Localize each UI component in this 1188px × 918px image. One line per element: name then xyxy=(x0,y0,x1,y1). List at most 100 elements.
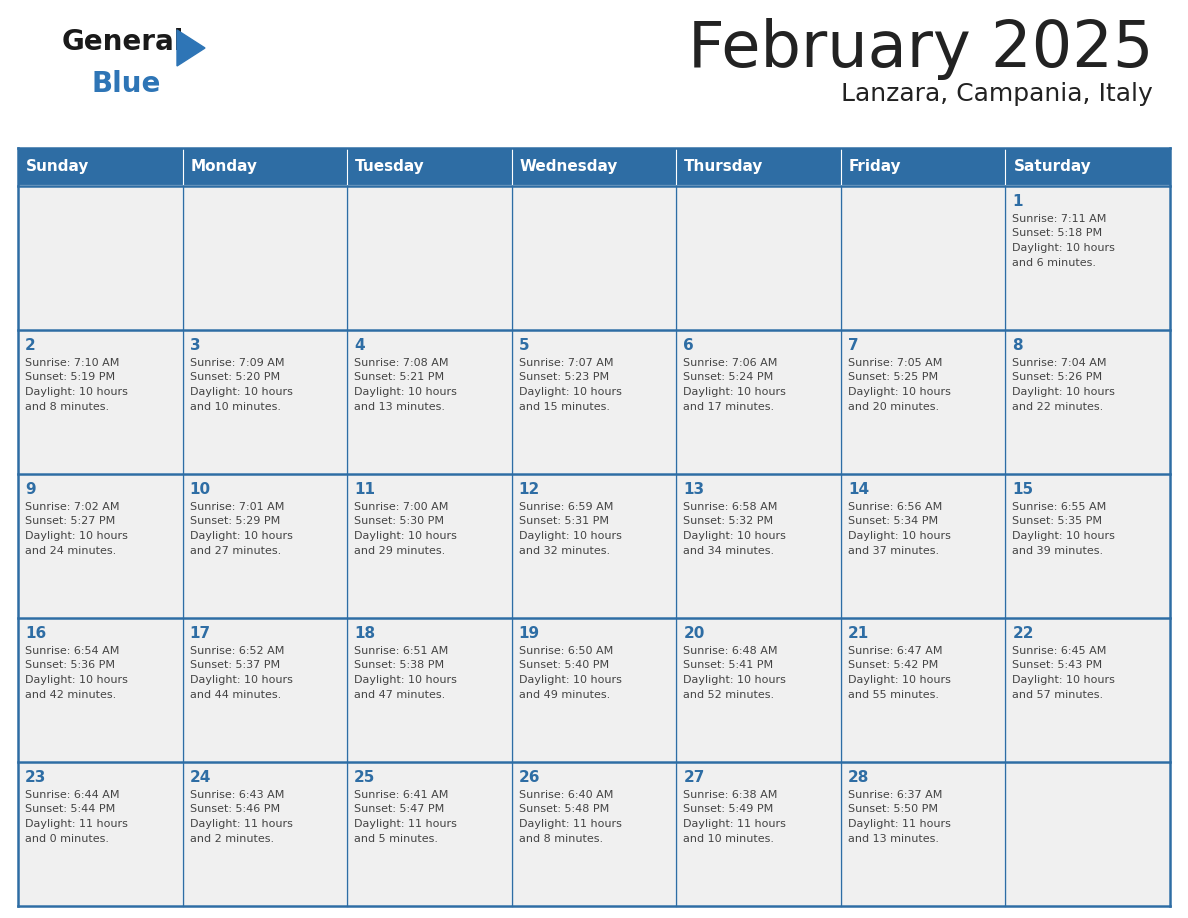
Bar xyxy=(1005,186,1170,330)
Text: Daylight: 10 hours: Daylight: 10 hours xyxy=(683,387,786,397)
Text: 2: 2 xyxy=(25,338,36,353)
Bar xyxy=(347,618,512,762)
Text: and 39 minutes.: and 39 minutes. xyxy=(1012,545,1104,555)
Text: Sunset: 5:40 PM: Sunset: 5:40 PM xyxy=(519,660,608,670)
Bar xyxy=(1005,618,1170,762)
Text: and 27 minutes.: and 27 minutes. xyxy=(190,545,280,555)
Bar xyxy=(512,618,676,762)
Text: 14: 14 xyxy=(848,482,868,497)
Text: Sunrise: 6:38 AM: Sunrise: 6:38 AM xyxy=(683,790,778,800)
Text: 12: 12 xyxy=(519,482,541,497)
Bar xyxy=(1005,330,1170,474)
Text: and 8 minutes.: and 8 minutes. xyxy=(25,401,109,411)
Text: Sunset: 5:44 PM: Sunset: 5:44 PM xyxy=(25,804,115,814)
Text: 4: 4 xyxy=(354,338,365,353)
Text: and 2 minutes.: and 2 minutes. xyxy=(190,834,273,844)
Text: Daylight: 10 hours: Daylight: 10 hours xyxy=(519,531,621,541)
Text: Daylight: 10 hours: Daylight: 10 hours xyxy=(519,387,621,397)
Bar xyxy=(18,148,183,186)
Text: and 13 minutes.: and 13 minutes. xyxy=(354,401,446,411)
Text: 26: 26 xyxy=(519,770,541,785)
Text: Sunset: 5:47 PM: Sunset: 5:47 PM xyxy=(354,804,444,814)
Bar xyxy=(512,148,676,186)
Text: Sunrise: 7:02 AM: Sunrise: 7:02 AM xyxy=(25,502,120,512)
Text: Sunset: 5:34 PM: Sunset: 5:34 PM xyxy=(848,517,939,527)
Text: Sunset: 5:24 PM: Sunset: 5:24 PM xyxy=(683,373,773,383)
Text: Sunset: 5:36 PM: Sunset: 5:36 PM xyxy=(25,660,115,670)
Text: Sunset: 5:38 PM: Sunset: 5:38 PM xyxy=(354,660,444,670)
Text: Daylight: 11 hours: Daylight: 11 hours xyxy=(190,819,292,829)
Text: Daylight: 11 hours: Daylight: 11 hours xyxy=(354,819,457,829)
Text: Sunset: 5:29 PM: Sunset: 5:29 PM xyxy=(190,517,280,527)
Text: 15: 15 xyxy=(1012,482,1034,497)
Text: Sunset: 5:25 PM: Sunset: 5:25 PM xyxy=(848,373,939,383)
Text: and 44 minutes.: and 44 minutes. xyxy=(190,689,280,700)
Bar xyxy=(1005,474,1170,618)
Bar xyxy=(347,148,512,186)
Text: Sunset: 5:42 PM: Sunset: 5:42 PM xyxy=(848,660,939,670)
Bar xyxy=(18,186,183,330)
Text: Blue: Blue xyxy=(91,70,162,98)
Text: Sunset: 5:50 PM: Sunset: 5:50 PM xyxy=(848,804,937,814)
Bar xyxy=(18,618,183,762)
Text: 18: 18 xyxy=(354,626,375,641)
Text: and 22 minutes.: and 22 minutes. xyxy=(1012,401,1104,411)
Text: and 37 minutes.: and 37 minutes. xyxy=(848,545,939,555)
Text: Daylight: 10 hours: Daylight: 10 hours xyxy=(190,531,292,541)
Text: Daylight: 10 hours: Daylight: 10 hours xyxy=(25,675,128,685)
Bar xyxy=(18,762,183,906)
Text: Sunrise: 6:55 AM: Sunrise: 6:55 AM xyxy=(1012,502,1107,512)
Bar xyxy=(347,474,512,618)
Text: 5: 5 xyxy=(519,338,530,353)
Text: and 0 minutes.: and 0 minutes. xyxy=(25,834,109,844)
Bar xyxy=(676,330,841,474)
Bar xyxy=(183,186,347,330)
Text: 28: 28 xyxy=(848,770,870,785)
Text: Daylight: 10 hours: Daylight: 10 hours xyxy=(25,531,128,541)
Text: Sunset: 5:43 PM: Sunset: 5:43 PM xyxy=(1012,660,1102,670)
Text: Daylight: 10 hours: Daylight: 10 hours xyxy=(848,387,950,397)
Bar xyxy=(841,330,1005,474)
Text: Daylight: 10 hours: Daylight: 10 hours xyxy=(190,387,292,397)
Text: 24: 24 xyxy=(190,770,211,785)
Bar xyxy=(676,474,841,618)
Text: Sunrise: 6:41 AM: Sunrise: 6:41 AM xyxy=(354,790,449,800)
Text: Sunset: 5:35 PM: Sunset: 5:35 PM xyxy=(1012,517,1102,527)
Bar xyxy=(1005,148,1170,186)
Bar xyxy=(841,148,1005,186)
Bar xyxy=(347,186,512,330)
Text: and 20 minutes.: and 20 minutes. xyxy=(848,401,939,411)
Text: Sunrise: 7:08 AM: Sunrise: 7:08 AM xyxy=(354,358,449,368)
Bar xyxy=(841,618,1005,762)
Text: Daylight: 10 hours: Daylight: 10 hours xyxy=(683,531,786,541)
Text: Lanzara, Campania, Italy: Lanzara, Campania, Italy xyxy=(841,82,1154,106)
Text: Daylight: 11 hours: Daylight: 11 hours xyxy=(683,819,786,829)
Text: and 49 minutes.: and 49 minutes. xyxy=(519,689,609,700)
Text: 21: 21 xyxy=(848,626,870,641)
Text: Daylight: 10 hours: Daylight: 10 hours xyxy=(848,675,950,685)
Text: Daylight: 10 hours: Daylight: 10 hours xyxy=(25,387,128,397)
Text: Daylight: 10 hours: Daylight: 10 hours xyxy=(519,675,621,685)
Bar xyxy=(183,330,347,474)
Text: 7: 7 xyxy=(848,338,859,353)
Bar xyxy=(1005,762,1170,906)
Text: Daylight: 10 hours: Daylight: 10 hours xyxy=(190,675,292,685)
Text: Sunrise: 6:56 AM: Sunrise: 6:56 AM xyxy=(848,502,942,512)
Text: 3: 3 xyxy=(190,338,201,353)
Text: Daylight: 10 hours: Daylight: 10 hours xyxy=(1012,243,1116,253)
Text: and 32 minutes.: and 32 minutes. xyxy=(519,545,609,555)
Text: and 10 minutes.: and 10 minutes. xyxy=(683,834,775,844)
Bar xyxy=(512,330,676,474)
Text: General: General xyxy=(62,28,184,56)
Text: Sunset: 5:46 PM: Sunset: 5:46 PM xyxy=(190,804,279,814)
Text: Sunrise: 7:04 AM: Sunrise: 7:04 AM xyxy=(1012,358,1107,368)
Text: Sunrise: 7:10 AM: Sunrise: 7:10 AM xyxy=(25,358,119,368)
Bar xyxy=(512,762,676,906)
Bar xyxy=(512,186,676,330)
Text: Sunset: 5:49 PM: Sunset: 5:49 PM xyxy=(683,804,773,814)
Text: and 17 minutes.: and 17 minutes. xyxy=(683,401,775,411)
Bar xyxy=(183,148,347,186)
Text: and 55 minutes.: and 55 minutes. xyxy=(848,689,939,700)
Text: and 47 minutes.: and 47 minutes. xyxy=(354,689,446,700)
Text: Daylight: 10 hours: Daylight: 10 hours xyxy=(354,531,457,541)
